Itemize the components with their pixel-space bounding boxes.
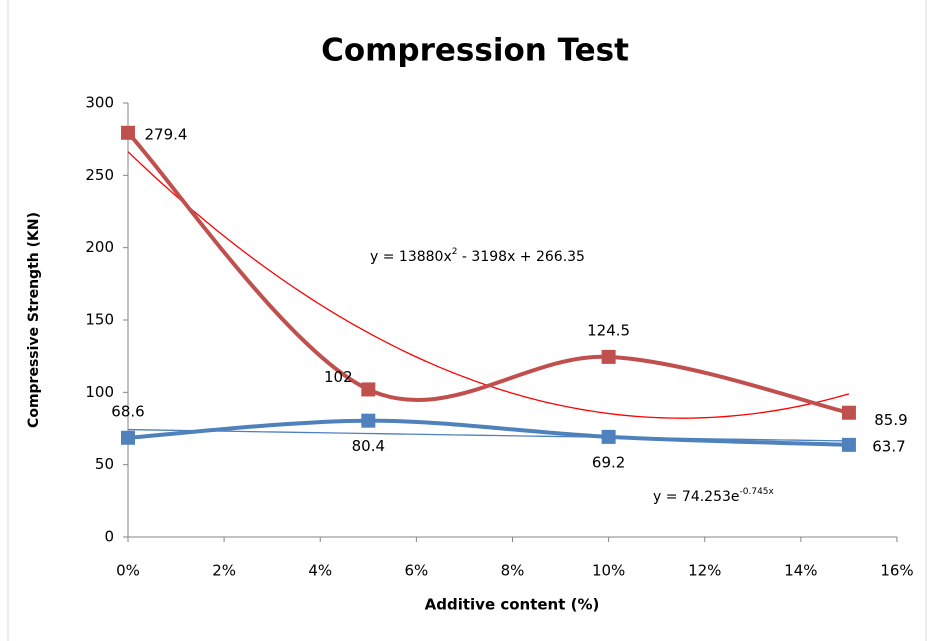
series-line [126,131,850,415]
marker [121,430,135,445]
x-tick-label: 8% [501,562,525,580]
x-tick-label: 14% [784,562,817,580]
data-label: 68.6 [111,402,144,420]
trendline-equation: y = 13880x2 - 3198x + 266.35 [370,247,585,266]
y-axis-label: Compressive Strength (KN) [26,212,42,428]
x-tick-label: 12% [688,562,721,580]
marker [601,349,616,364]
chart-frame [7,0,927,641]
marker [361,382,376,397]
marker [841,437,856,452]
data-label: 124.5 [587,321,630,339]
y-tick-label: 200 [85,238,114,256]
y-tick-label: 150 [85,311,114,329]
x-tick-label: 10% [592,562,625,580]
marker [601,429,616,444]
x-tick-label: 0% [116,562,140,580]
marker [841,405,856,420]
equation-part: y = 74.253e [653,489,740,505]
data-label: 69.2 [592,453,625,471]
data-label: 80.4 [352,437,385,455]
y-tick-label: 300 [85,94,114,112]
data-label: 102 [324,368,353,386]
y-tick-label: 250 [85,166,114,184]
data-label: 279.4 [145,125,188,143]
trendline [127,151,850,419]
series-line [127,418,850,447]
equation-sup: -0.745x [740,487,775,497]
trendline [127,428,849,442]
data-label: 63.7 [872,437,905,455]
x-tick-label: 2% [212,562,236,580]
equation-sup: 2 [452,247,458,257]
y-tick-label: 50 [95,455,114,473]
trendline-equation: y = 74.253e-0.745x [653,487,775,506]
data-label: 85.9 [874,411,907,429]
y-tick-label: 100 [85,383,114,401]
equation-part: - 3198x + 266.35 [457,249,584,265]
x-axis-label: Additive content (%) [425,596,600,614]
equation-part: y = 13880x [370,249,452,265]
marker [121,125,135,140]
marker [361,413,376,428]
x-tick-label: 6% [404,562,428,580]
x-tick-label: 16% [880,562,913,580]
y-tick-label: 0 [104,528,114,546]
chart-title: Compression Test [321,33,629,69]
x-tick-label: 4% [308,562,332,580]
